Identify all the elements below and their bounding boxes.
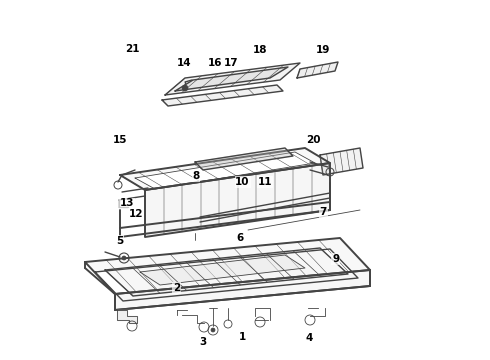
Text: 14: 14 [176, 58, 191, 68]
Polygon shape [175, 67, 288, 91]
Text: 21: 21 [125, 44, 140, 54]
Polygon shape [115, 270, 370, 310]
Text: 8: 8 [193, 171, 199, 181]
Text: 17: 17 [224, 58, 239, 68]
Text: 7: 7 [319, 207, 327, 217]
Text: 18: 18 [252, 45, 267, 55]
Text: 11: 11 [257, 177, 272, 187]
Text: 9: 9 [332, 254, 339, 264]
Polygon shape [320, 148, 363, 175]
Text: 10: 10 [235, 177, 250, 187]
Polygon shape [117, 310, 137, 323]
Polygon shape [195, 148, 293, 170]
Text: 13: 13 [120, 198, 135, 208]
Text: 16: 16 [207, 58, 222, 68]
Text: 20: 20 [306, 135, 321, 145]
Circle shape [122, 256, 126, 260]
Polygon shape [297, 62, 338, 78]
Polygon shape [85, 238, 370, 294]
Text: 1: 1 [239, 332, 246, 342]
Text: 12: 12 [129, 209, 144, 219]
Text: 19: 19 [316, 45, 331, 55]
Text: 6: 6 [237, 233, 244, 243]
Polygon shape [105, 248, 348, 296]
Text: 4: 4 [305, 333, 313, 343]
Polygon shape [145, 163, 330, 237]
Text: 5: 5 [117, 236, 123, 246]
Polygon shape [140, 255, 305, 285]
Polygon shape [165, 63, 300, 95]
Circle shape [211, 328, 215, 332]
Circle shape [182, 85, 188, 91]
Polygon shape [120, 148, 330, 190]
Polygon shape [135, 152, 315, 189]
Polygon shape [162, 85, 283, 106]
Polygon shape [95, 249, 358, 301]
Text: 3: 3 [200, 337, 207, 347]
Text: 2: 2 [173, 283, 180, 293]
Text: 15: 15 [113, 135, 127, 145]
